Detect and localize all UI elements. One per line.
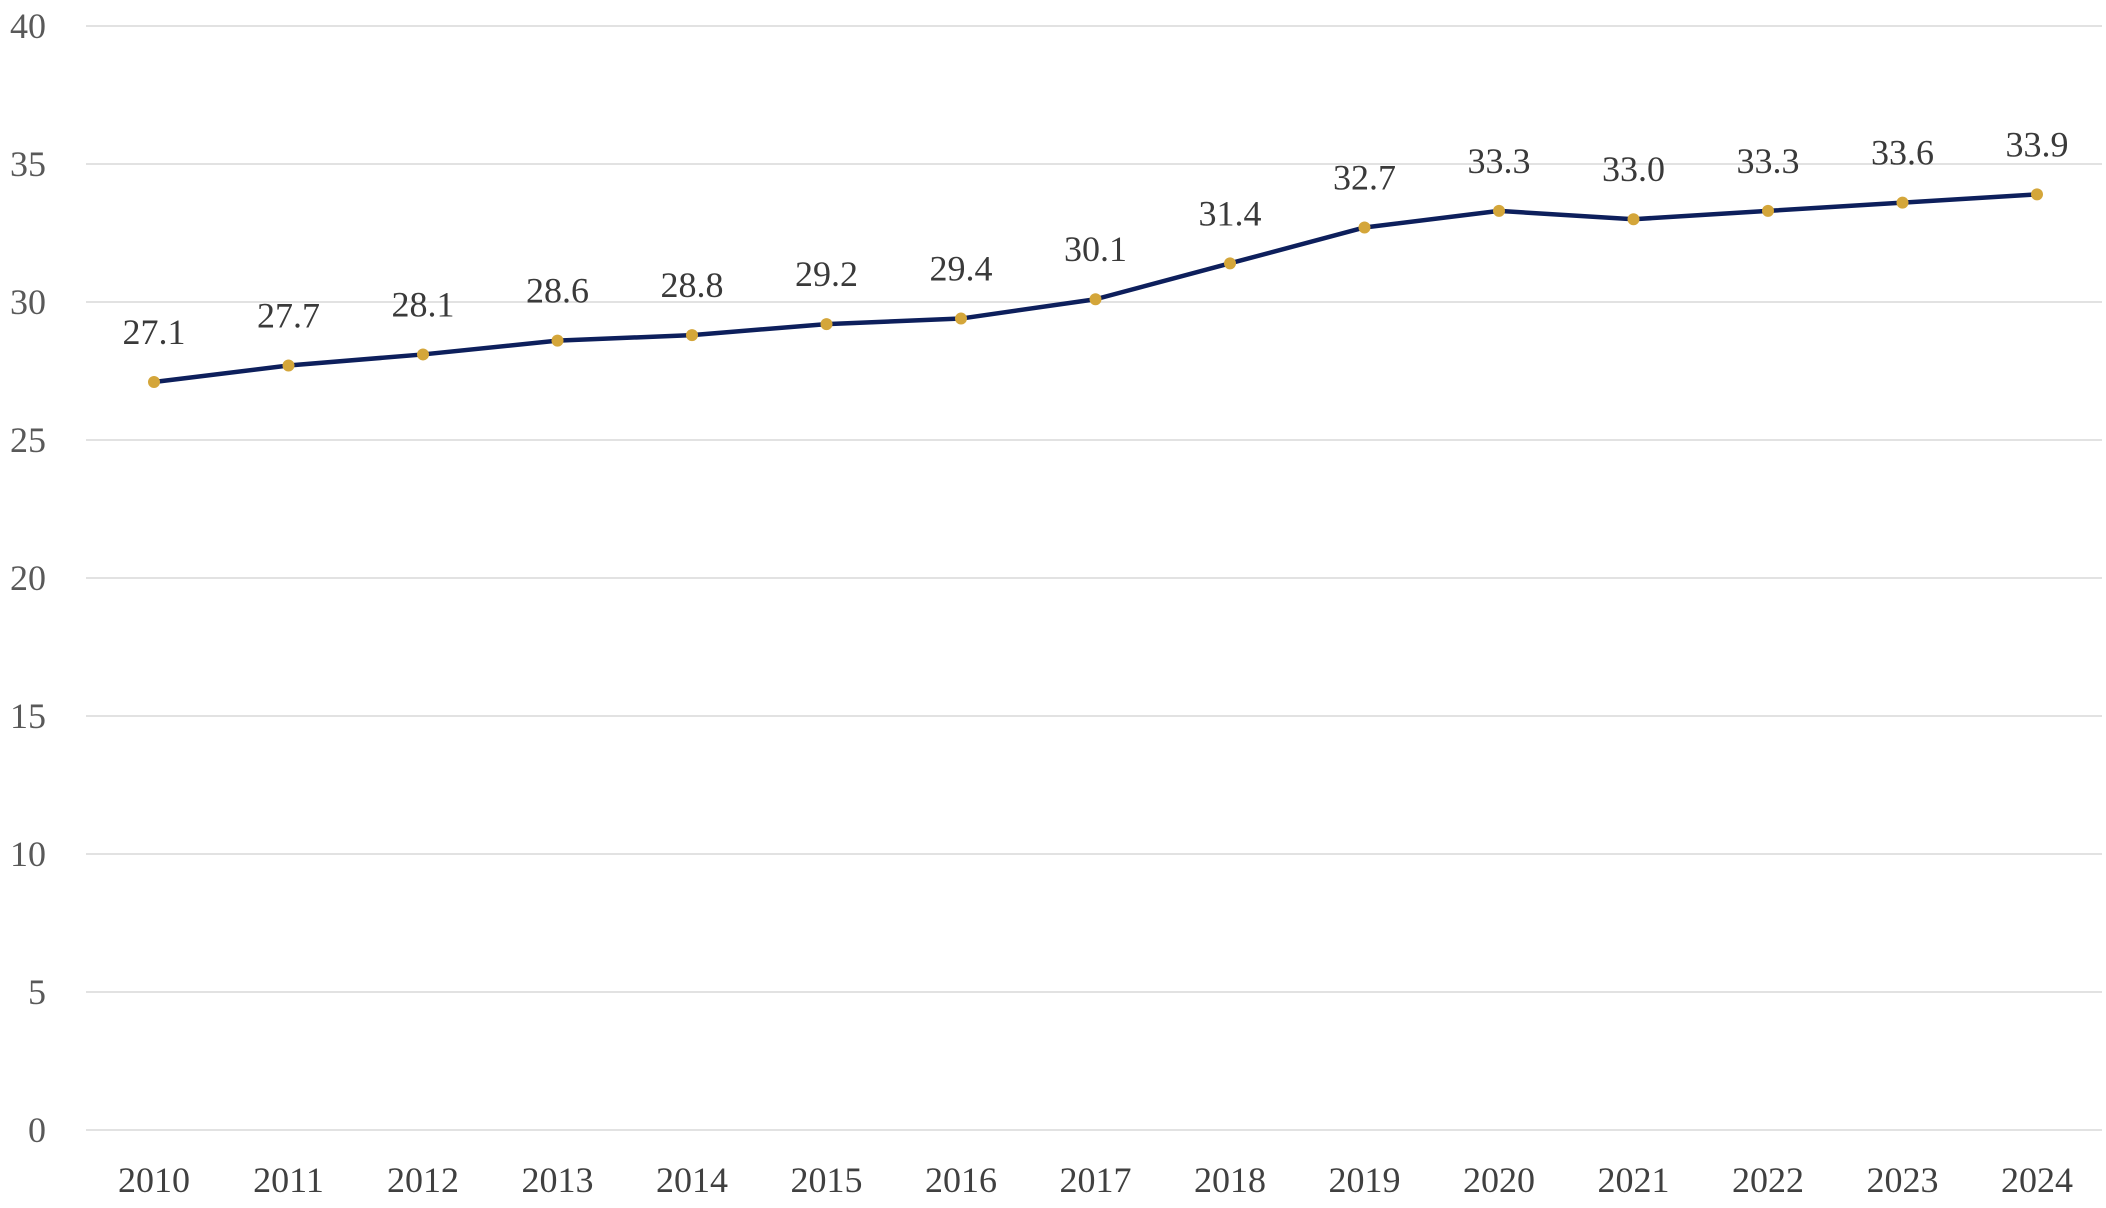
y-tick-label: 15 — [10, 696, 46, 736]
x-tick-label: 2022 — [1732, 1160, 1804, 1200]
x-tick-label: 2015 — [791, 1160, 863, 1200]
x-tick-label: 2017 — [1060, 1160, 1132, 1200]
x-tick-label: 2018 — [1194, 1160, 1266, 1200]
data-point — [686, 329, 698, 342]
x-tick-label: 2020 — [1463, 1160, 1535, 1200]
x-tick-label: 2016 — [925, 1160, 997, 1200]
x-tick-label: 2019 — [1329, 1160, 1401, 1200]
data-label: 33.0 — [1602, 149, 1665, 189]
series-layer — [148, 188, 2043, 389]
y-axis-ticks: 0 5 10 15 20 25 30 35 40 — [10, 6, 46, 1150]
data-point — [1762, 204, 1774, 217]
data-label: 28.6 — [526, 271, 589, 311]
data-label: 33.6 — [1871, 133, 1934, 173]
x-tick-label: 2021 — [1598, 1160, 1670, 1200]
data-label: 27.7 — [257, 295, 320, 335]
gridlines — [86, 25, 2102, 1131]
y-tick-label: 10 — [10, 834, 46, 874]
data-point — [1896, 196, 1909, 209]
data-label: 28.1 — [392, 284, 455, 324]
data-label: 32.7 — [1333, 157, 1396, 197]
data-point — [2031, 188, 2043, 201]
data-labels: 27.1 27.7 28.1 28.6 28.8 29.2 29.4 30.1 31.4 32.7… — [123, 124, 2069, 352]
data-point — [148, 376, 160, 389]
x-axis-ticks: 2010 2011 2012 2013 2014 2015 2016 2017 2018 2019… — [118, 1160, 2073, 1200]
data-point — [820, 318, 833, 331]
y-tick-label: 40 — [10, 6, 46, 46]
data-label: 30.1 — [1064, 229, 1127, 269]
data-point — [1493, 204, 1505, 217]
x-tick-label: 2010 — [118, 1160, 190, 1200]
data-point — [1627, 213, 1640, 226]
data-label: 33.3 — [1468, 141, 1531, 181]
y-tick-label: 20 — [10, 558, 46, 598]
data-point — [1089, 293, 1102, 306]
x-tick-label: 2012 — [387, 1160, 459, 1200]
data-point — [955, 312, 967, 325]
x-tick-label: 2013 — [522, 1160, 594, 1200]
x-tick-label: 2024 — [2001, 1160, 2073, 1200]
y-tick-label: 5 — [28, 972, 46, 1012]
data-label: 27.1 — [123, 312, 186, 352]
y-tick-label: 30 — [10, 282, 46, 322]
data-point — [282, 359, 295, 372]
data-label: 33.3 — [1737, 141, 1800, 181]
x-tick-label: 2014 — [656, 1160, 728, 1200]
data-label: 28.8 — [661, 265, 724, 305]
data-point — [1358, 221, 1371, 234]
data-point — [417, 348, 429, 361]
x-tick-label: 2011 — [253, 1160, 324, 1200]
data-label: 29.2 — [795, 254, 858, 294]
data-label: 31.4 — [1199, 193, 1262, 233]
x-tick-label: 2023 — [1867, 1160, 1939, 1200]
y-tick-label: 25 — [10, 420, 46, 460]
data-label: 33.9 — [2006, 124, 2069, 164]
y-tick-label: 0 — [28, 1110, 46, 1150]
data-label: 29.4 — [930, 249, 993, 289]
y-tick-label: 35 — [10, 144, 46, 184]
data-point — [1224, 257, 1236, 270]
data-point — [551, 334, 564, 347]
